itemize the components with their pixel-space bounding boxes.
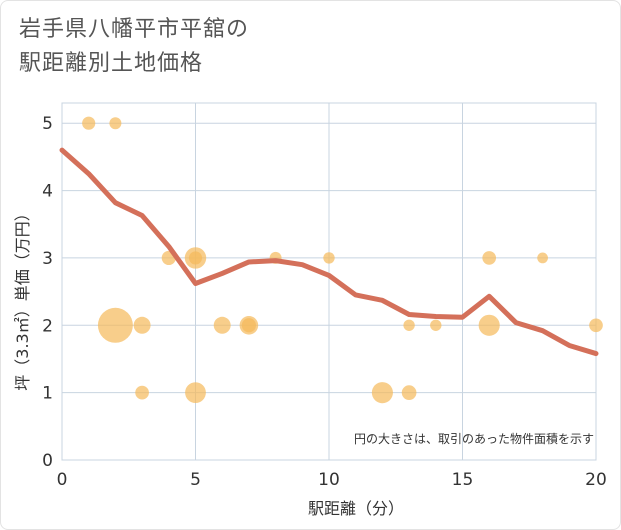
bubble-point	[403, 319, 415, 331]
y-tick-label: 4	[42, 182, 53, 202]
bubble-point	[589, 318, 603, 333]
bubble-point	[482, 251, 497, 265]
x-tick-label: 0	[57, 470, 68, 490]
x-tick-label: 15	[452, 470, 474, 490]
y-tick-label: 1	[42, 384, 53, 404]
bubble-point	[537, 252, 548, 264]
bubble-size-note: 円の大きさは、取引のあった物件面積を示す	[354, 431, 594, 446]
bubble-point	[82, 116, 96, 130]
x-tick-label: 5	[190, 470, 201, 490]
y-tick-label: 2	[42, 316, 53, 336]
x-tick-label: 20	[585, 470, 607, 490]
grid-lines	[61, 102, 597, 461]
y-tick-label: 5	[42, 114, 53, 134]
title-line-1: 岩手県八幡平市平舘の	[19, 17, 250, 42]
bubble-point	[371, 382, 393, 404]
trend-line	[59, 147, 599, 357]
bubble-point	[478, 314, 500, 336]
bubble-point	[213, 316, 231, 334]
axes: 0 1 2 3 4 5 0 5 10 15 20	[42, 114, 607, 490]
bubble-point	[241, 318, 256, 333]
y-tick-label: 3	[42, 249, 53, 269]
bubble-point	[185, 382, 206, 404]
chart-title: 岩手県八幡平市平舘の 駅距離別土地価格	[19, 13, 249, 81]
title-line-2: 駅距離別土地価格	[19, 51, 204, 76]
bubble-point	[135, 385, 149, 400]
trend-line-group	[59, 147, 599, 357]
bubble-point	[109, 117, 122, 130]
bubble-series	[82, 116, 603, 404]
bubble-point	[323, 252, 335, 264]
bubble-point	[97, 307, 133, 343]
x-axis-label: 駅距離（分）	[308, 499, 404, 518]
bubble-point	[188, 251, 203, 265]
bubble-point	[401, 385, 417, 400]
bubble-point	[133, 316, 151, 334]
y-tick-label: 0	[42, 451, 53, 471]
y-axis-label: 坪（3.3㎡）単価（万円）	[13, 205, 32, 390]
x-tick-label: 10	[318, 470, 340, 490]
bubble-point	[430, 319, 442, 331]
